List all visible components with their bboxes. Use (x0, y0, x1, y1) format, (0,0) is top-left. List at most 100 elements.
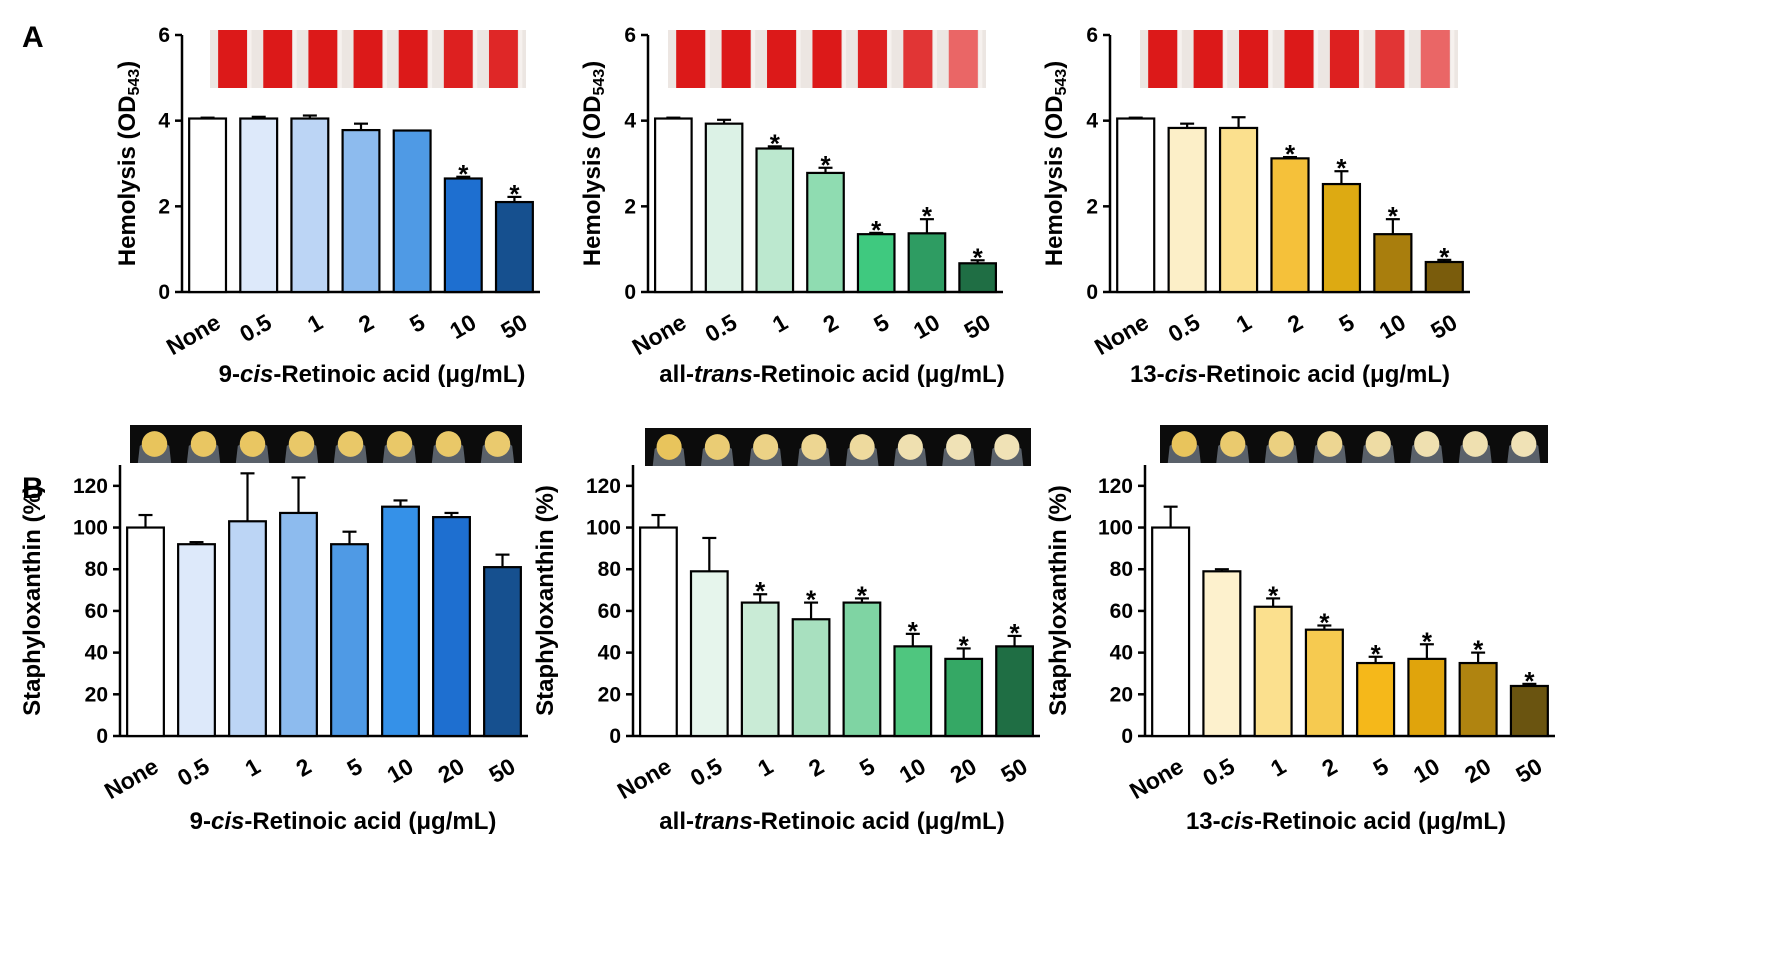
x-axis-label: 9-cis-Retinoic acid (μg/mL) (219, 361, 526, 388)
bar-2 (1304, 628, 1344, 738)
tube-gap-3 (383, 30, 387, 88)
y-axis-label: Hemolysis (OD543) (114, 61, 143, 266)
bar-0_5 (689, 570, 729, 738)
tube-gap-1 (1223, 30, 1228, 88)
bar-none (1116, 117, 1156, 294)
bar-0_5 (1202, 570, 1242, 738)
hemolysis-tube-6 (488, 30, 518, 88)
bar-10 (443, 177, 483, 294)
y-tick-label: 2 (624, 195, 636, 218)
bar-5 (392, 129, 432, 294)
y-tick-label: 120 (586, 475, 621, 498)
x-tick-label: 1 (753, 753, 777, 782)
y-tick-label: 100 (1098, 517, 1133, 540)
pellet-6 (946, 434, 972, 460)
x-axis-label: all-trans-Retinoic acid (μg/mL) (659, 808, 1004, 835)
bar-20 (1458, 661, 1498, 738)
significance-star: * (458, 159, 469, 189)
bar-0_5 (1167, 126, 1207, 294)
x-tick-label: 5 (405, 309, 429, 338)
tube-gap-4 (887, 30, 892, 88)
y-tick-label: 0 (158, 281, 170, 304)
tube-gap-2 (338, 30, 342, 88)
y-tick-label: 80 (1110, 558, 1133, 581)
hemolysis-tube-4 (857, 30, 887, 88)
chart-hemolysis-13-cis: 0 2 4 6 Hemolysis (OD543) None 0.5 1 * 2 * 5 * 10 * 50 1… (1041, 24, 1470, 388)
significance-star: * (1524, 666, 1535, 696)
x-tick-label: 1 (303, 309, 327, 338)
y-tick-label: 60 (1110, 600, 1133, 623)
y-tick-label: 0 (1086, 281, 1098, 304)
y-tick-label: 80 (85, 558, 108, 581)
x-tick-label: None (1090, 309, 1153, 360)
y-axis-label: Staphyloxanthin (%) (532, 485, 559, 716)
pellet-1 (1220, 431, 1246, 457)
y-tick-label: 60 (598, 600, 621, 623)
hemolysis-tube-5 (903, 30, 933, 88)
bar-none (639, 526, 678, 738)
x-tick-label: 0.5 (235, 309, 276, 348)
bar-0_5 (704, 122, 744, 294)
y-tick-label: 80 (598, 558, 621, 581)
x-axis-label: 13-cis-Retinoic acid (μg/mL) (1186, 808, 1506, 835)
x-tick-label: 2 (354, 309, 378, 338)
bar-1 (228, 520, 267, 738)
pellet-0 (656, 434, 682, 460)
significance-star: * (1268, 580, 1279, 610)
tube-gap-6 (978, 30, 983, 88)
bar-none (1151, 526, 1191, 738)
chart-hemolysis-all-trans: 0 2 4 6 Hemolysis (OD543) None 0.5 * 1 * 2 * 5 * 10 * 50… (579, 24, 1005, 388)
y-axis-label: Staphyloxanthin (%) (1045, 485, 1072, 716)
y-tick-label: 0 (96, 725, 108, 748)
x-tick-label: 10 (895, 753, 930, 788)
panel-label-a: A (22, 21, 44, 54)
x-tick-label: None (162, 309, 225, 360)
hemolysis-tube-4 (398, 30, 428, 88)
significance-star: * (1422, 626, 1433, 656)
tube-gap-1 (751, 30, 756, 88)
y-tick-label: 4 (624, 110, 636, 133)
pellet-5 (897, 434, 923, 460)
hemolysis-tube-0 (676, 30, 706, 88)
y-tick-label: 6 (624, 24, 636, 47)
x-tick-label: 5 (855, 753, 879, 782)
tube-gap-2 (797, 30, 801, 88)
bar-0_5 (177, 543, 216, 738)
significance-star: * (959, 630, 970, 660)
tube-gap-2 (1269, 30, 1273, 88)
bar-5 (1356, 661, 1396, 738)
tube-gap-0 (1178, 30, 1182, 88)
bar-5 (330, 543, 369, 738)
x-tick-label: 0.5 (173, 753, 214, 792)
hemolysis-tube-4 (1329, 30, 1359, 88)
hemolysis-tube-3 (1284, 30, 1314, 88)
bar-5 (856, 233, 896, 294)
x-tick-label: 1 (1266, 753, 1290, 782)
hemolysis-tube-0 (1148, 30, 1178, 88)
tube-gap-6 (1450, 30, 1455, 88)
panel-label-b: B (22, 472, 44, 505)
significance-star: * (806, 585, 817, 615)
bar-2 (791, 618, 831, 738)
pellet-6 (1462, 431, 1488, 457)
bar-1 (1218, 126, 1259, 294)
pellet-5 (1414, 431, 1440, 457)
x-tick-label: 50 (997, 753, 1032, 788)
x-tick-label: 20 (1460, 753, 1495, 788)
pellet-5 (386, 431, 413, 457)
hemolysis-tube-3 (353, 30, 383, 88)
hemolysis-tube-5 (443, 30, 473, 88)
y-tick-label: 120 (1098, 475, 1133, 498)
bar-50 (494, 200, 534, 294)
y-tick-label: 0 (609, 725, 621, 748)
significance-star: * (871, 215, 882, 245)
y-tick-label: 60 (85, 600, 108, 623)
significance-star: * (509, 179, 520, 209)
tube-gap-3 (1314, 30, 1319, 88)
pellet-7 (1511, 431, 1537, 457)
bar-10 (381, 505, 420, 738)
tube-gap-4 (428, 30, 433, 88)
